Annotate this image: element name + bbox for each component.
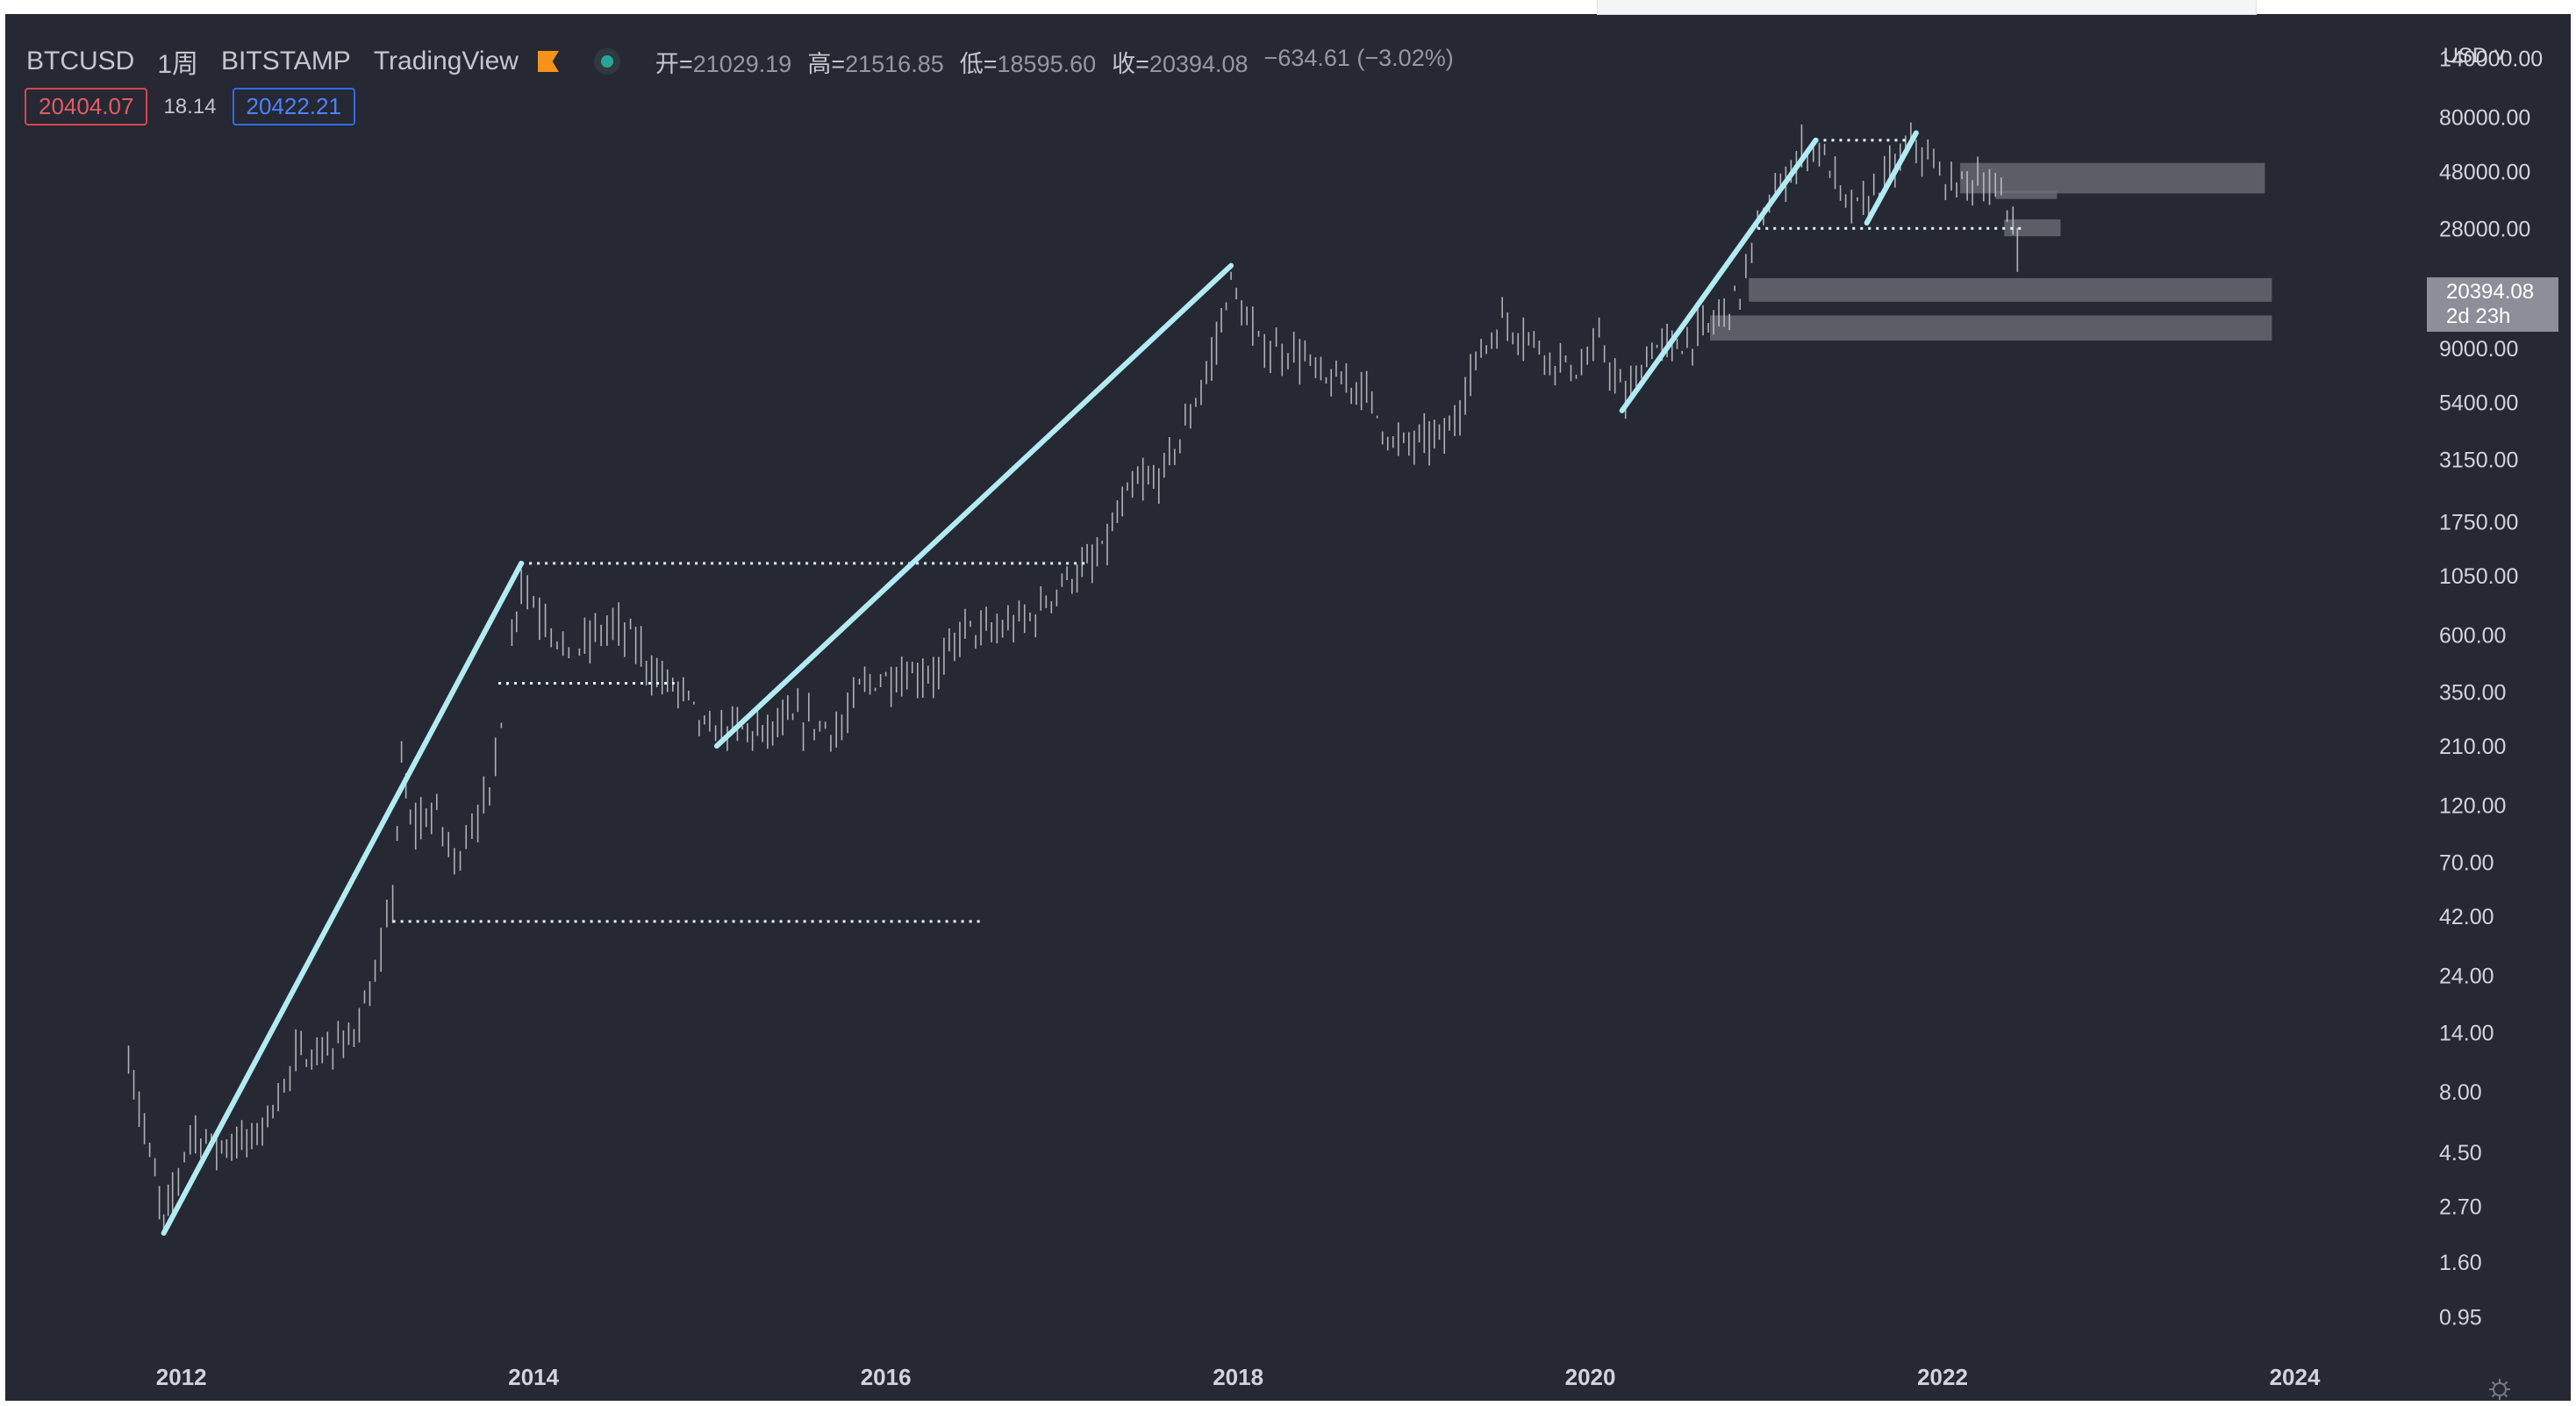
exchange-label: BITSTAMP: [221, 47, 351, 75]
trendline: [1864, 130, 1919, 226]
open-label: 开=: [655, 50, 693, 77]
price-zone: [1749, 277, 2272, 302]
y-tick-label: 210.00: [2439, 735, 2506, 759]
window-tab-strip: [1597, 0, 2257, 15]
gear-icon[interactable]: [2488, 1378, 2511, 1401]
buy-button[interactable]: 20422.21: [232, 88, 355, 126]
bar-countdown: 2d 23h: [2446, 305, 2511, 328]
ohlc-values: 开=21029.19 高=21516.85 低=18595.60 收=20394…: [655, 45, 1454, 79]
y-tick-label: 80000.00: [2439, 106, 2530, 131]
trendlines-layer: [161, 130, 1919, 1237]
x-tick-label: 2016: [861, 1364, 912, 1390]
market-status-icon[interactable]: [593, 48, 620, 75]
last-price-tag: 20394.08 2d 23h: [2427, 277, 2558, 332]
y-tick-label: 70.00: [2439, 850, 2494, 875]
high-value: 21516.85: [845, 50, 944, 77]
price-axis: 140000.00 80000.00 48000.00 28000.00 9000.00…: [2439, 47, 2543, 1330]
y-tick-label: 24.00: [2439, 964, 2494, 988]
price-zone: [1710, 315, 2272, 341]
y-tick-label: 5400.00: [2439, 391, 2518, 416]
price-zone: [1960, 162, 2265, 194]
trendline: [161, 560, 525, 1237]
y-tick-label: 9000.00: [2439, 337, 2518, 362]
y-tick-label: 1.60: [2439, 1251, 2482, 1275]
spread-value: 18.14: [163, 94, 217, 118]
chart-frame: 140000.00 80000.00 48000.00 28000.00 9000.00…: [5, 14, 2571, 1401]
flag-icon[interactable]: [538, 51, 559, 72]
symbol-legend[interactable]: BTCUSD 1周 BITSTAMP TradingView 开=21029.1…: [26, 44, 1454, 80]
close-label: 收=: [1112, 50, 1149, 77]
y-tick-label: 42.00: [2439, 905, 2494, 929]
price-zone: [2004, 219, 2061, 237]
x-tick-label: 2024: [2270, 1364, 2321, 1390]
timeframe-label[interactable]: 1周: [157, 50, 199, 79]
y-tick-label: 120.00: [2439, 793, 2506, 818]
y-tick-label: 28000.00: [2439, 217, 2530, 241]
levels-layer: [392, 139, 2022, 923]
chevron-down-icon: ˅: [2487, 44, 2506, 68]
y-tick-label: 1050.00: [2439, 564, 2518, 589]
close-value: 20394.08: [1148, 50, 1249, 77]
y-tick-label: 8.00: [2439, 1080, 2482, 1105]
y-tick-label: 0.95: [2439, 1306, 2482, 1331]
currency-selector[interactable]: USD ˅: [2444, 44, 2506, 68]
y-tick-label: 1750.00: [2439, 510, 2518, 534]
live-dot-icon: [600, 55, 613, 68]
source-label: TradingView: [373, 47, 519, 75]
x-tick-label: 2012: [156, 1364, 207, 1390]
low-value: 18595.60: [997, 50, 1097, 77]
zones-layer: [1710, 162, 2272, 341]
trendline: [1619, 137, 1819, 413]
y-tick-label: 48000.00: [2439, 160, 2530, 184]
y-tick-label: 4.50: [2439, 1141, 2482, 1166]
time-axis: 2012 2014 2016 2018 2020 2022 2024: [156, 1364, 2321, 1390]
price-zone: [1995, 190, 2057, 199]
x-tick-label: 2018: [1213, 1364, 1263, 1390]
y-tick-label: 3150.00: [2439, 448, 2518, 473]
last-price-value: 20394.08: [2446, 280, 2535, 304]
x-tick-label: 2020: [1565, 1364, 1616, 1390]
high-label: 高=: [807, 50, 846, 77]
y-tick-label: 2.70: [2439, 1195, 2482, 1220]
x-tick-label: 2014: [508, 1364, 559, 1390]
open-value: 21029.19: [692, 50, 792, 77]
change-value: −634.61 (−3.02%): [1263, 44, 1454, 71]
low-label: 低=: [959, 50, 998, 77]
trendline: [713, 262, 1234, 749]
y-tick-label: 140000.00: [2439, 47, 2543, 71]
y-tick-label: 600.00: [2439, 623, 2506, 648]
y-tick-label: 14.00: [2439, 1021, 2494, 1045]
bid-ask-panel: 20404.07 18.14 20422.21: [25, 88, 355, 126]
symbol-label[interactable]: BTCUSD: [26, 47, 135, 75]
sell-button[interactable]: 20404.07: [25, 88, 148, 126]
currency-label: USD: [2443, 44, 2488, 68]
y-tick-label: 350.00: [2439, 680, 2506, 705]
candles-layer: [127, 122, 2019, 1230]
x-tick-label: 2022: [1917, 1364, 1968, 1390]
price-chart[interactable]: 140000.00 80000.00 48000.00 28000.00 9000.00…: [5, 14, 2571, 1401]
